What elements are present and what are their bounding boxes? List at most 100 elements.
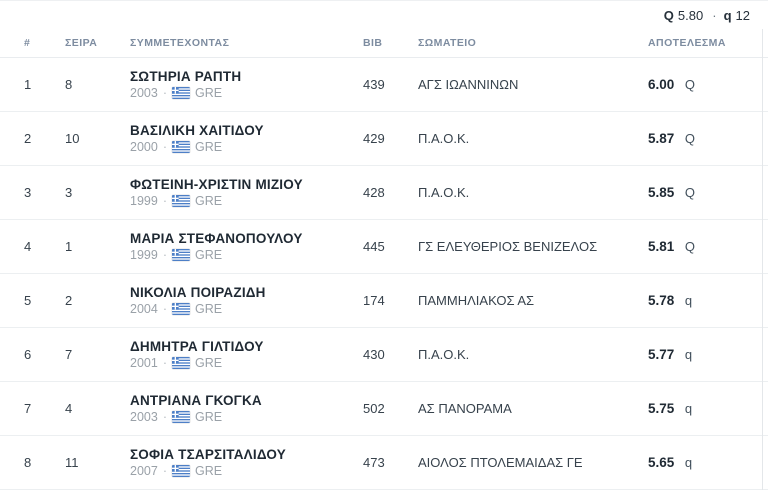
- result-cell: 5.75 q: [648, 401, 752, 416]
- result-cell: 5.78 q: [648, 293, 752, 308]
- rank-cell: 6: [24, 347, 32, 362]
- bib-cell: 174: [363, 293, 385, 308]
- q-ranking-label: q: [723, 7, 732, 23]
- header-rank: #: [24, 37, 31, 49]
- q-standard-value: 5.80: [677, 7, 704, 23]
- qualification-mark: q: [684, 293, 693, 308]
- separator-dot: ·: [162, 248, 167, 262]
- club-cell: Π.Α.Ο.Κ.: [418, 131, 470, 146]
- greece-flag-icon: [171, 141, 190, 154]
- q-ranking-value: 12: [735, 7, 750, 23]
- header-bib: BIB: [363, 37, 383, 49]
- order-cell: 3: [65, 185, 73, 200]
- athlete-name: ΒΑΣΙΛΙΚΗ ΧΑΙΤΙΔΟΥ: [130, 122, 264, 138]
- greece-flag-icon: [171, 357, 190, 370]
- country-code: GRE: [194, 140, 223, 154]
- table-row[interactable]: 3 3 ΦΩΤΕΙΝΗ-ΧΡΙΣΤΙΝ ΜΙΖΙΟΥ 1999 ·: [0, 166, 768, 220]
- greece-flag-icon: [171, 303, 190, 316]
- qualification-mark: q: [684, 347, 693, 362]
- participant-cell: ΣΩΤΗΡΙΑ ΡΑΠΤΗ 2003 · GRE: [130, 68, 363, 100]
- country-code: GRE: [194, 302, 223, 316]
- participant-cell: ΒΑΣΙΛΙΚΗ ΧΑΙΤΙΔΟΥ 2000 ·: [130, 122, 363, 154]
- separator-dot: ·: [162, 86, 167, 100]
- birth-year: 2007: [130, 464, 158, 478]
- participant-cell: ΝΙΚΟΛΙΑ ΠΟΙΡΑΖΙΔΗ 2004 ·: [130, 285, 363, 316]
- country-code: GRE: [194, 356, 223, 370]
- participant-cell: ΑΝΤΡΙΑΝΑ ΓΚΟΓΚΑ 2003 · GR: [130, 392, 363, 424]
- greece-flag-icon: [171, 87, 190, 100]
- athlete-meta: 1999 · GRE: [130, 249, 363, 262]
- athlete-meta: 1999 · GRE: [130, 195, 363, 208]
- table-header-row: # ΣΕΙΡΑ ΣΥΜΜΕΤΕΧΟΝΤΑΣ BIB ΣΩΜΑΤΕΙΟ ΑΠΟΤΕ…: [0, 29, 768, 58]
- club-cell: ΑΙΟΛΟΣ ΠΤΟΛΕΜΑΙΔΑΣ ΓΕ: [418, 455, 583, 470]
- qualification-mark: Q: [684, 185, 696, 200]
- result-value: 5.65: [648, 455, 675, 470]
- rank-cell: 5: [24, 293, 32, 308]
- table-row[interactable]: 8 11 ΣΟΦΙΑ ΤΣΑΡΣΙΤΑΛΙΔΟΥ 2007 ·: [0, 436, 768, 490]
- result-value: 5.78: [648, 293, 675, 308]
- birth-year: 1999: [130, 194, 158, 208]
- result-value: 6.00: [648, 77, 675, 92]
- header-club: ΣΩΜΑΤΕΙΟ: [418, 37, 477, 49]
- bib-cell: 502: [363, 401, 385, 416]
- rank-cell: 8: [24, 455, 32, 470]
- club-cell: ΑΣ ΠΑΝΟΡΑΜΑ: [418, 401, 512, 416]
- table-row[interactable]: 7 4 ΑΝΤΡΙΑΝΑ ΓΚΟΓΚΑ 2003 ·: [0, 382, 768, 436]
- birth-year: 1999: [130, 248, 158, 262]
- separator-dot: ·: [162, 302, 167, 316]
- table-body: 1 8 ΣΩΤΗΡΙΑ ΡΑΠΤΗ 2003 ·: [0, 58, 768, 490]
- table-row[interactable]: 6 7 ΔΗΜΗΤΡΑ ΓΙΛΤΙΔΟΥ 2001 ·: [0, 328, 768, 382]
- athlete-meta: 2001 · GRE: [130, 357, 363, 370]
- header-order: ΣΕΙΡΑ: [65, 37, 98, 49]
- table-row[interactable]: 2 10 ΒΑΣΙΛΙΚΗ ΧΑΙΤΙΔΟΥ 2000 ·: [0, 112, 768, 166]
- athlete-name: ΣΩΤΗΡΙΑ ΡΑΠΤΗ: [130, 68, 242, 84]
- greece-flag-icon: [171, 195, 190, 208]
- rank-cell: 1: [24, 77, 32, 92]
- result-value: 5.85: [648, 185, 675, 200]
- rank-cell: 2: [24, 131, 32, 146]
- country-code: GRE: [194, 464, 223, 478]
- athlete-name: ΣΟΦΙΑ ΤΣΑΡΣΙΤΑΛΙΔΟΥ: [130, 446, 286, 462]
- qualification-mark: Q: [684, 239, 696, 254]
- result-value: 5.81: [648, 239, 675, 254]
- result-cell: 5.65 q: [648, 455, 752, 470]
- order-cell: 11: [65, 455, 79, 470]
- country-code: GRE: [194, 86, 223, 100]
- club-cell: ΑΓΣ ΙΩΑΝΝΙΝΩΝ: [418, 77, 519, 92]
- result-cell: 5.81 Q: [648, 239, 752, 254]
- athlete-meta: 2003 · GRE: [130, 411, 363, 424]
- athlete-name: ΦΩΤΕΙΝΗ-ΧΡΙΣΤΙΝ ΜΙΖΙΟΥ: [130, 176, 303, 192]
- q-standard-label: Q: [663, 7, 674, 23]
- athlete-name: ΜΑΡΙΑ ΣΤΕΦΑΝΟΠΟΥΛΟΥ: [130, 230, 303, 246]
- order-cell: 10: [65, 131, 80, 146]
- result-value: 5.75: [648, 401, 675, 416]
- separator-dot: ·: [162, 410, 167, 424]
- result-value: 5.77: [648, 347, 675, 362]
- separator-dot: ·: [162, 464, 167, 478]
- table-row[interactable]: 1 8 ΣΩΤΗΡΙΑ ΡΑΠΤΗ 2003 ·: [0, 58, 768, 112]
- birth-year: 2000: [130, 140, 158, 154]
- separator-dot: ·: [162, 356, 167, 370]
- table-row[interactable]: 4 1 ΜΑΡΙΑ ΣΤΕΦΑΝΟΠΟΥΛΟΥ 1999 ·: [0, 220, 768, 274]
- separator-dot: ·: [162, 140, 167, 154]
- table-row[interactable]: 5 2 ΝΙΚΟΛΙΑ ΠΟΙΡΑΖΙΔΗ 2004 ·: [0, 274, 768, 328]
- birth-year: 2003: [130, 410, 158, 424]
- scrollbar-track[interactable]: [762, 29, 763, 490]
- rank-cell: 3: [24, 185, 32, 200]
- bib-cell: 428: [363, 185, 385, 200]
- bib-cell: 439: [363, 77, 385, 92]
- result-cell: 5.87 Q: [648, 131, 752, 146]
- bib-cell: 430: [363, 347, 385, 362]
- athlete-name: ΑΝΤΡΙΑΝΑ ΓΚΟΓΚΑ: [130, 392, 262, 408]
- header-result: ΑΠΟΤΕΛΕΣΜΑ: [648, 37, 726, 49]
- participant-cell: ΦΩΤΕΙΝΗ-ΧΡΙΣΤΙΝ ΜΙΖΙΟΥ 1999 ·: [130, 176, 363, 208]
- club-cell: Π.Α.Ο.Κ.: [418, 347, 470, 362]
- order-cell: 8: [65, 77, 73, 92]
- birth-year: 2001: [130, 356, 158, 370]
- order-cell: 7: [65, 347, 73, 362]
- greece-flag-icon: [171, 411, 190, 424]
- separator-dot: ·: [712, 7, 717, 23]
- country-code: GRE: [194, 194, 223, 208]
- club-cell: ΓΣ ΕΛΕΥΘΕΡΙΟΣ ΒΕΝΙΖΕΛΟΣ: [418, 239, 598, 254]
